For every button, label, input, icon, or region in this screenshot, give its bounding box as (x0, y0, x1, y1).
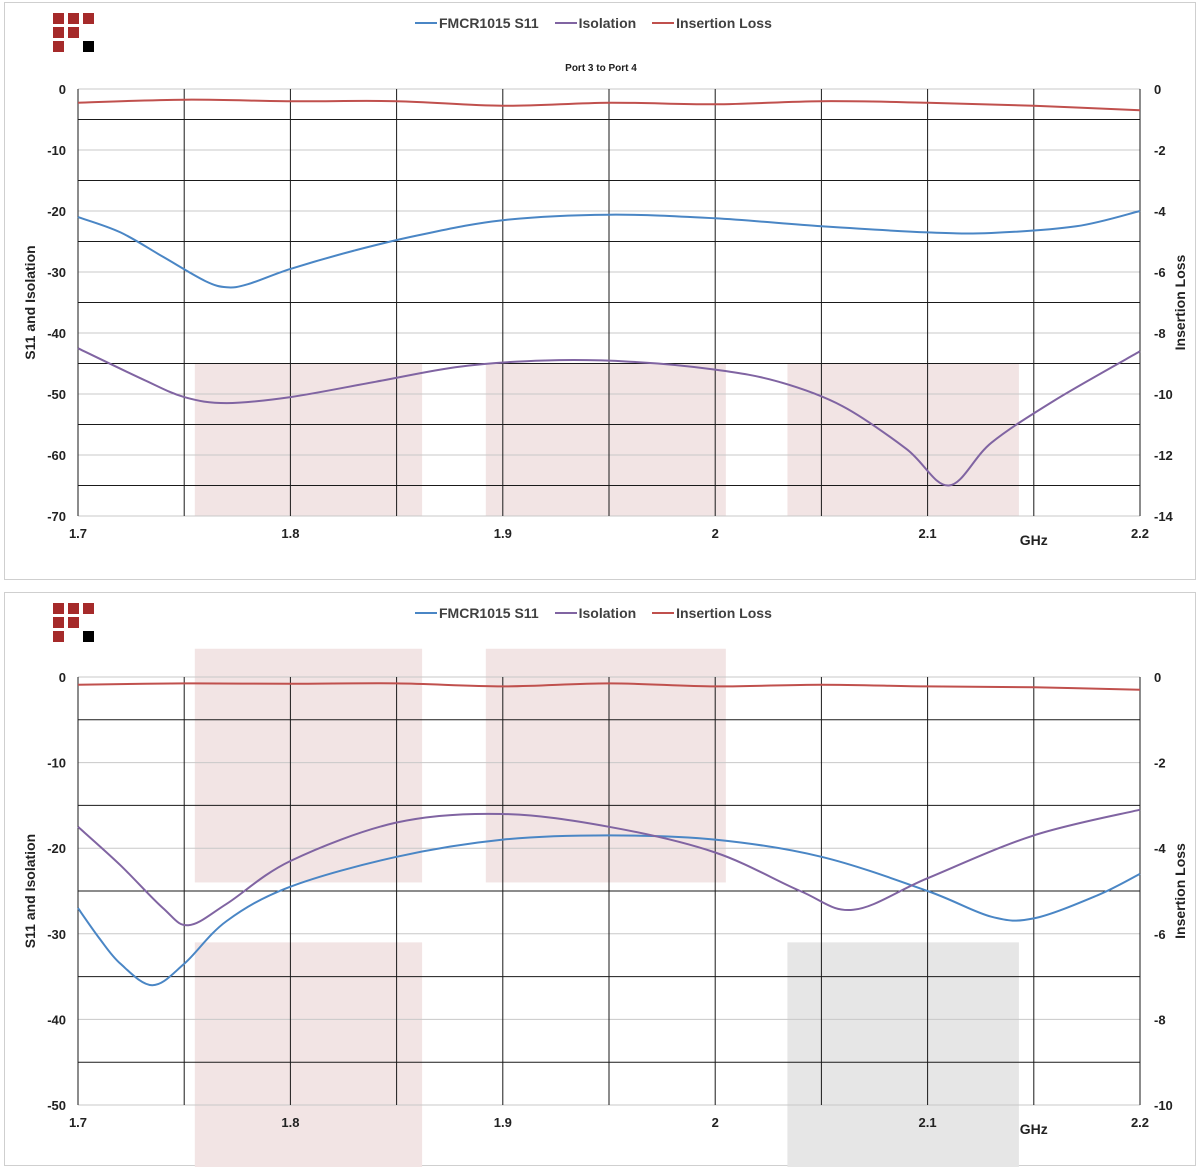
legend-label-s11: FMCR1015 S11 (439, 605, 539, 621)
legend-swatch-insertion-loss (652, 22, 675, 24)
y2-axis-title: Insertion Loss (1172, 254, 1188, 350)
y2-tick-label: -8 (1154, 1012, 1166, 1027)
x-axis-title: GHz (1020, 532, 1048, 548)
legend-label-insertion-loss: Insertion Loss (676, 605, 772, 621)
y-tick-label: -40 (47, 326, 66, 341)
y2-tick-label: -4 (1154, 204, 1166, 219)
x-tick-label: 1.9 (494, 1115, 512, 1130)
chart-title: Port 3 to Port 4 (565, 63, 637, 74)
x-tick-label: 1.7 (69, 526, 87, 541)
x-tick-label: 1.9 (494, 526, 512, 541)
logo-square (83, 631, 94, 642)
legend-label-isolation: Isolation (578, 15, 637, 31)
y2-tick-label: -8 (1154, 326, 1166, 341)
logo-square (53, 27, 64, 38)
legend-swatch-s11 (415, 22, 437, 24)
logo-square (68, 13, 79, 24)
chart-legend: FMCR1015 S11 Isolation Insertion Loss (415, 15, 772, 31)
legend-label-isolation: Isolation (578, 605, 637, 621)
logo-square (83, 41, 94, 52)
y-tick-label: -30 (47, 927, 66, 942)
y2-axis-title: Insertion Loss (1172, 843, 1188, 939)
logo (53, 13, 97, 57)
x-tick-label: 2.1 (919, 526, 937, 541)
y-tick-label: -70 (47, 509, 66, 524)
legend-entry-s11: FMCR1015 S11 (415, 15, 539, 31)
chart-panel-port3-port4: FMCR1015 S11 Isolation Insertion Loss Po… (4, 2, 1196, 580)
legend-entry-insertion-loss: Insertion Loss (652, 15, 772, 31)
y2-tick-label: 0 (1154, 670, 1161, 685)
logo-square (53, 13, 64, 24)
logo-square (68, 603, 79, 614)
series-line-isolation (77, 808, 1141, 927)
y2-tick-label: -14 (1154, 509, 1174, 524)
x-tick-label: 1.7 (69, 1115, 87, 1130)
shaded-band (787, 363, 1019, 516)
logo-square (83, 603, 94, 614)
y2-tick-label: -10 (1154, 387, 1173, 402)
y2-tick-label: -2 (1154, 143, 1166, 158)
x-tick-label: 2.2 (1131, 526, 1149, 541)
legend-entry-insertion-loss: Insertion Loss (652, 605, 772, 621)
y-tick-label: -40 (47, 1012, 66, 1027)
series-line-s11 (77, 834, 1141, 987)
y2-tick-label: -12 (1154, 448, 1173, 463)
y2-tick-label: 0 (1154, 82, 1161, 97)
y-tick-label: -60 (47, 448, 66, 463)
legend-swatch-s11 (415, 612, 437, 614)
y-tick-label: 0 (59, 82, 66, 97)
logo-square (53, 617, 64, 628)
y-tick-label: -50 (47, 1098, 66, 1113)
legend-entry-isolation: Isolation (554, 605, 637, 621)
y-axis-title: S11 and Isolation (22, 245, 38, 359)
legend-swatch-isolation (554, 22, 577, 24)
series-line-insertion-loss (77, 682, 1141, 691)
x-tick-label: 2 (712, 526, 719, 541)
series-line-isolation (77, 347, 1141, 487)
series-line-s11 (77, 210, 1141, 289)
y-axis-title: S11 and Isolation (22, 834, 38, 948)
shaded-band (194, 942, 423, 1167)
y2-tick-label: -2 (1154, 756, 1166, 771)
x-tick-label: 1.8 (281, 1115, 299, 1130)
x-axis-title: GHz (1020, 1121, 1048, 1137)
y-tick-label: -20 (47, 204, 66, 219)
x-tick-label: 1.8 (281, 526, 299, 541)
logo-square (53, 41, 64, 52)
legend-swatch-insertion-loss (652, 612, 675, 614)
logo (53, 603, 97, 647)
x-tick-label: 2 (712, 1115, 719, 1130)
logo-square (68, 27, 79, 38)
y2-tick-label: -6 (1154, 927, 1166, 942)
y-tick-label: -30 (47, 265, 66, 280)
shaded-band (485, 363, 726, 516)
legend-entry-s11: FMCR1015 S11 (415, 605, 539, 621)
logo-square (53, 603, 64, 614)
y2-tick-label: -4 (1154, 841, 1166, 856)
y-tick-label: 0 (59, 670, 66, 685)
legend-label-insertion-loss: Insertion Loss (676, 15, 772, 31)
logo-square (53, 631, 64, 642)
logo-square (68, 617, 79, 628)
legend-entry-isolation: Isolation (554, 15, 637, 31)
logo-square (83, 13, 94, 24)
y-tick-label: -10 (47, 756, 66, 771)
legend-swatch-isolation (554, 612, 577, 614)
y2-tick-label: -6 (1154, 265, 1166, 280)
y-tick-label: -10 (47, 143, 66, 158)
y2-tick-label: -10 (1154, 1098, 1173, 1113)
chart-legend: FMCR1015 S11 Isolation Insertion Loss (415, 605, 772, 621)
shaded-band (194, 363, 423, 516)
legend-label-s11: FMCR1015 S11 (439, 15, 539, 31)
chart-panel-port4-port1: FMCR1015 S11 Isolation Insertion Loss Po… (4, 592, 1196, 1167)
y-tick-label: -20 (47, 841, 66, 856)
y-tick-label: -50 (47, 387, 66, 402)
series-line-insertion-loss (77, 98, 1141, 112)
x-tick-label: 2.1 (919, 1115, 937, 1130)
shaded-band (194, 648, 423, 883)
chart-plot: 0 -10 -20 -30 -40 -50 -60 -70 0 -2 -4 -6 -8 -10 -12 -14… (22, 82, 1188, 548)
shaded-band (787, 942, 1019, 1167)
chart-plot: 0 -10 -20 -30 -40 -50 0 -2 -4 -6 -8 -10 1.7 1.8 1.9 2 2.… (22, 648, 1188, 1167)
x-tick-label: 2.2 (1131, 1115, 1149, 1130)
